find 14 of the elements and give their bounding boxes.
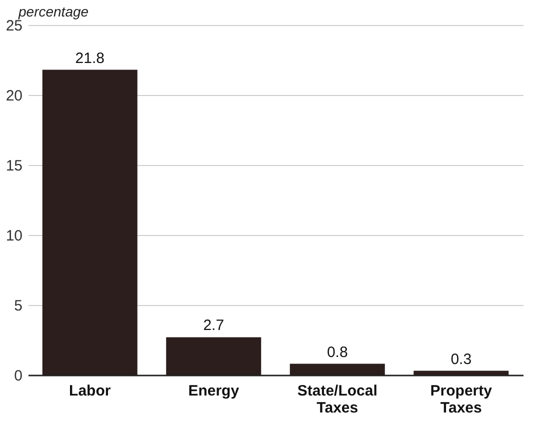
y-tick-label: 10 <box>6 228 22 244</box>
y-axis-title: percentage <box>18 4 89 20</box>
y-tick-label: 15 <box>6 158 22 174</box>
y-tick-label: 5 <box>14 298 22 314</box>
data-label: 2.7 <box>203 317 224 334</box>
data-label: 0.8 <box>326 344 348 361</box>
data-label: 21.8 <box>75 50 104 67</box>
x-tick-label: Property Taxes <box>430 382 493 416</box>
x-tick-label: Energy <box>188 382 240 400</box>
y-tick-label: 0 <box>14 368 22 384</box>
data-label: 0.3 <box>450 350 472 368</box>
x-tick-label: State/Local Taxes <box>297 382 378 416</box>
x-tick-label: Labor <box>69 382 111 400</box>
y-tick-label: 20 <box>6 88 22 104</box>
